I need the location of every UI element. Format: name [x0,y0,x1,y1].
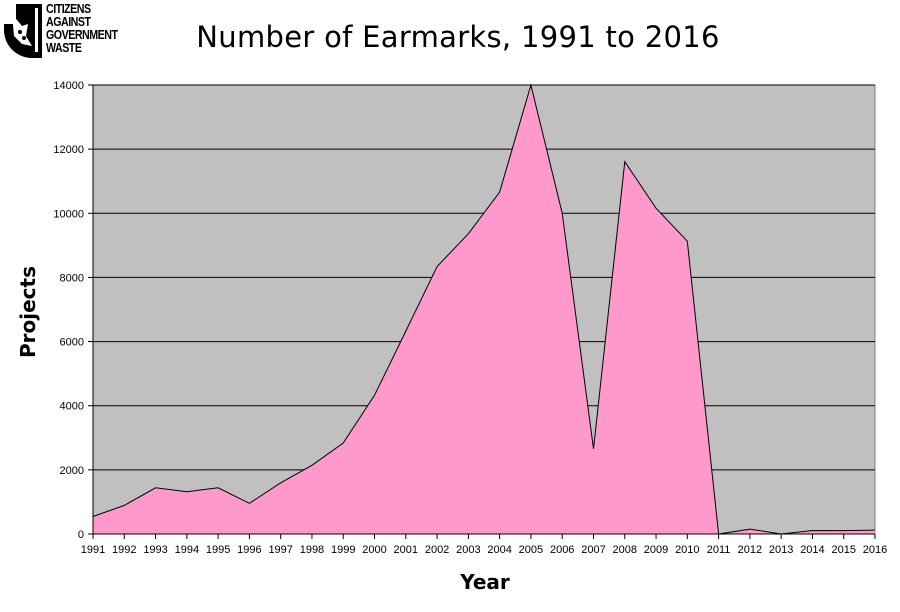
logo-line: WASTE [46,40,82,55]
y-axis-ticks: 0 2000 4000 6000 8000 10000 12000 14000 [53,80,93,541]
x-tick-label: 2000 [362,544,386,556]
axes [92,85,875,535]
x-tick-label: 1994 [175,544,199,556]
x-tick-label: 2010 [675,544,699,556]
y-tick-label: 8000 [60,272,84,284]
x-tick-label: 2012 [738,544,762,556]
data-area-series [92,83,876,535]
x-tick-label: 1995 [206,544,230,556]
logo-line: CITIZENS [46,1,91,16]
x-tick-label: 1996 [237,544,261,556]
x-tick-label: 2004 [487,544,511,556]
y-tick-label: 6000 [60,337,84,349]
x-tick-label: 2015 [831,544,855,556]
logo-line: AGAINST [46,14,91,29]
y-tick-label: 2000 [60,465,84,477]
x-tick-label: 2002 [425,544,449,556]
y-tick-label: 0 [78,529,84,541]
x-tick-label: 1999 [331,544,355,556]
x-axis-ticks: 1991 1992 1993 1994 1995 1996 1997 1998 1999 2000… [81,534,887,556]
x-tick-label: 2006 [550,544,574,556]
logo-line: GOVERNMENT [46,27,118,42]
y-tick-label: 14000 [53,80,84,92]
x-tick-label: 2009 [644,544,668,556]
chart-title: Number of Earmarks, 1991 to 2016 [196,20,720,54]
x-tick-label: 1997 [268,544,292,556]
x-tick-label: 2016 [863,544,887,556]
y-tick-label: 10000 [53,208,84,220]
x-tick-label: 2007 [581,544,605,556]
x-tick-label: 1993 [143,544,167,556]
y-tick-label: 4000 [60,401,84,413]
x-tick-label: 2008 [613,544,637,556]
x-tick-label: 2011 [707,544,731,556]
x-tick-label: 1991 [81,544,105,556]
logo-emblem-icon [4,4,42,58]
logo-wordmark: CITIZENS AGAINST GOVERNMENT WASTE [46,1,118,55]
x-tick-label: 1992 [112,544,136,556]
x-tick-label: 1998 [300,544,324,556]
x-tick-label: 2014 [800,544,824,556]
x-tick-label: 2001 [394,544,418,556]
x-tick-label: 2003 [456,544,480,556]
y-tick-label: 12000 [53,144,84,156]
x-tick-label: 2005 [519,544,543,556]
x-axis-label: Year [460,570,510,594]
citizens-against-government-waste-logo: CITIZENS AGAINST GOVERNMENT WASTE [2,2,142,60]
x-tick-label: 2013 [769,544,793,556]
